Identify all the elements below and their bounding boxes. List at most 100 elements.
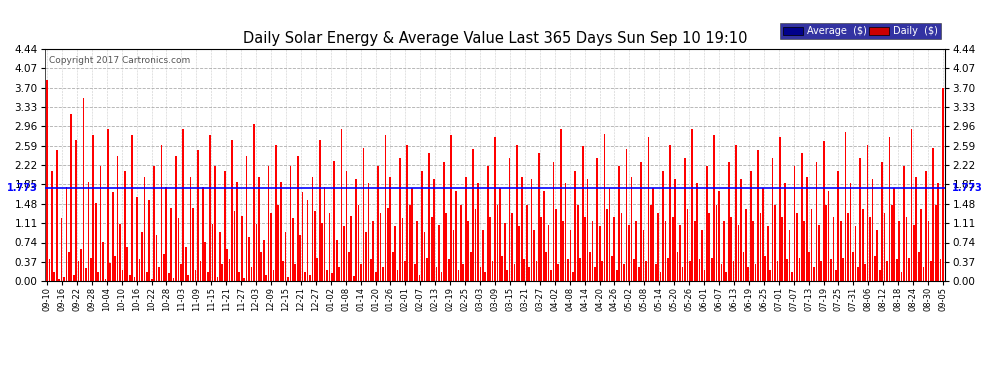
Bar	[392, 252, 394, 281]
Bar	[297, 156, 299, 281]
Bar	[260, 252, 262, 281]
Bar	[350, 216, 352, 281]
Bar	[876, 230, 878, 281]
Bar	[119, 224, 121, 281]
Bar	[155, 235, 157, 281]
Bar	[733, 261, 735, 281]
Bar	[654, 264, 656, 281]
Bar	[114, 256, 116, 281]
Bar	[619, 166, 620, 281]
Bar	[499, 188, 501, 281]
Bar	[721, 264, 723, 281]
Bar	[250, 267, 252, 281]
Bar	[209, 135, 211, 281]
Bar	[779, 137, 781, 281]
Bar	[881, 162, 883, 281]
Bar	[339, 267, 340, 281]
Bar	[160, 145, 162, 281]
Bar	[906, 217, 908, 281]
Text: Copyright 2017 Cartronics.com: Copyright 2017 Cartronics.com	[50, 56, 190, 65]
Text: 1.773: 1.773	[7, 183, 38, 194]
Bar	[606, 209, 608, 281]
Bar	[903, 166, 905, 281]
Bar	[844, 132, 846, 281]
Bar	[414, 264, 416, 281]
Bar	[412, 188, 413, 281]
Bar	[930, 261, 932, 281]
Bar	[821, 261, 822, 281]
Bar	[182, 129, 184, 281]
Bar	[47, 80, 48, 281]
Bar	[217, 277, 218, 281]
Bar	[494, 137, 496, 281]
Bar	[925, 171, 927, 281]
Bar	[592, 221, 593, 281]
Bar	[212, 224, 214, 281]
Bar	[134, 277, 136, 281]
Bar	[344, 226, 345, 281]
Bar	[709, 213, 710, 281]
Bar	[202, 187, 204, 281]
Bar	[521, 177, 523, 281]
Bar	[502, 256, 503, 281]
Bar	[938, 183, 939, 281]
Bar	[479, 267, 481, 281]
Bar	[838, 171, 840, 281]
Bar	[840, 221, 842, 281]
Bar	[923, 267, 925, 281]
Bar	[360, 264, 362, 281]
Bar	[348, 252, 349, 281]
Bar	[842, 258, 844, 281]
Bar	[696, 183, 698, 281]
Bar	[584, 217, 586, 281]
Bar	[139, 259, 141, 281]
Legend: Average  ($), Daily  ($): Average ($), Daily ($)	[780, 23, 940, 39]
Bar	[397, 270, 398, 281]
Bar	[275, 145, 277, 281]
Bar	[791, 272, 793, 281]
Bar	[287, 277, 289, 281]
Bar	[170, 208, 172, 281]
Bar	[643, 230, 644, 281]
Bar	[524, 259, 525, 281]
Bar	[587, 179, 588, 281]
Bar	[60, 218, 62, 281]
Bar	[175, 156, 177, 281]
Bar	[557, 264, 559, 281]
Bar	[616, 270, 618, 281]
Bar	[294, 264, 296, 281]
Bar	[272, 270, 274, 281]
Bar	[58, 279, 60, 281]
Bar	[744, 209, 746, 281]
Bar	[569, 230, 571, 281]
Bar	[416, 221, 418, 281]
Bar	[854, 226, 856, 281]
Bar	[711, 258, 713, 281]
Bar	[55, 150, 57, 281]
Bar	[623, 264, 625, 281]
Bar	[769, 270, 771, 281]
Bar	[229, 259, 231, 281]
Bar	[742, 252, 744, 281]
Bar	[686, 209, 688, 281]
Bar	[913, 225, 915, 281]
Bar	[716, 206, 718, 281]
Bar	[487, 166, 488, 281]
Bar	[319, 140, 321, 281]
Bar	[492, 261, 493, 281]
Bar	[747, 267, 749, 281]
Bar	[631, 177, 633, 281]
Bar	[239, 272, 241, 281]
Bar	[387, 208, 389, 281]
Bar	[641, 162, 642, 281]
Bar	[304, 272, 306, 281]
Bar	[190, 177, 191, 281]
Bar	[265, 275, 267, 281]
Bar	[935, 206, 937, 281]
Bar	[738, 225, 740, 281]
Bar	[893, 188, 895, 281]
Bar	[455, 191, 457, 281]
Bar	[891, 206, 893, 281]
Bar	[826, 206, 827, 281]
Bar	[911, 129, 912, 281]
